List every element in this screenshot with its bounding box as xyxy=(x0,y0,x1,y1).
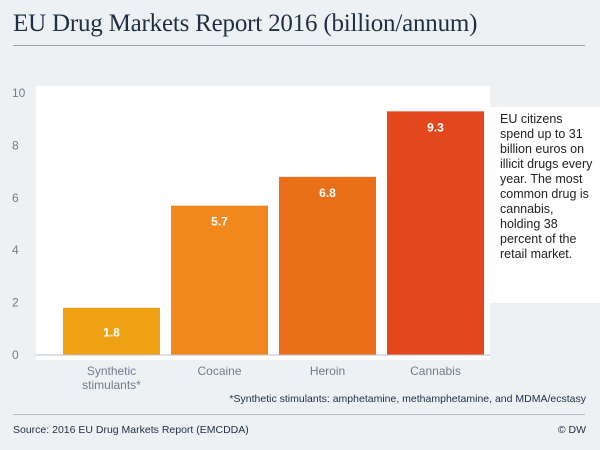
y-tick-label: 2 xyxy=(12,296,19,310)
bar xyxy=(279,176,376,355)
y-axis-tick-labels: 0 2 4 6 8 10 xyxy=(12,86,26,362)
y-tick-label: 10 xyxy=(12,86,26,100)
footer-divider xyxy=(13,414,585,415)
y-tick-label: 8 xyxy=(12,138,19,152)
x-tick-label: stimulants* xyxy=(82,378,141,392)
x-tick-label: Heroin xyxy=(310,364,345,378)
bar xyxy=(171,205,268,355)
bar-value-label: 6.8 xyxy=(319,186,336,200)
annotation-text: EU citizens spend up to 31 billion euros… xyxy=(500,112,593,261)
bar-value-label: 9.3 xyxy=(427,120,444,134)
y-tick-label: 6 xyxy=(12,191,19,205)
credit-line: © DW xyxy=(557,424,586,436)
y-tick-label: 0 xyxy=(12,348,19,362)
bars-group: 1.8 5.7 6.8 9.3 xyxy=(63,111,484,355)
chart-title: EU Drug Markets Report 2016 (billion/ann… xyxy=(13,10,478,37)
y-tick-label: 4 xyxy=(12,243,19,257)
bar-value-label: 1.8 xyxy=(103,325,120,339)
source-line: Source: 2016 EU Drug Markets Report (EMC… xyxy=(13,424,249,436)
bar-value-label: 5.7 xyxy=(211,215,228,229)
x-tick-label: Cannabis xyxy=(410,364,461,378)
footnote: *Synthetic stimulants: amphetamine, meth… xyxy=(229,393,586,405)
x-tick-label: Cocaine xyxy=(197,364,241,378)
title-divider xyxy=(13,45,585,46)
bar xyxy=(387,111,484,355)
x-tick-label: Synthetic xyxy=(87,364,136,378)
bar xyxy=(63,307,160,355)
annotation-box xyxy=(490,107,600,303)
